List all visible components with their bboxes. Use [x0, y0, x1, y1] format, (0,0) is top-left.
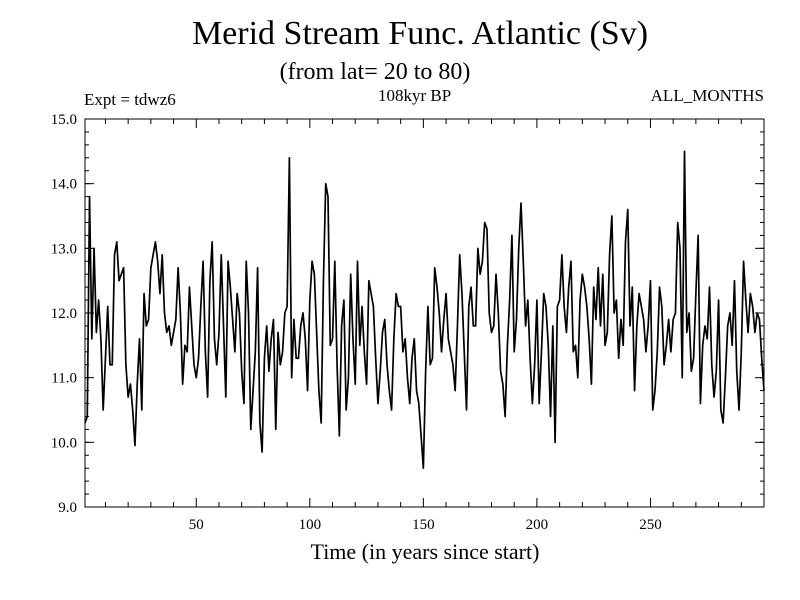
- series-line: [84, 150, 765, 470]
- x-tick-label: 250: [639, 517, 662, 533]
- y-tick-label: 12.0: [51, 306, 77, 322]
- y-tick-label: 14.0: [51, 177, 77, 193]
- months-label: ALL_MONTHS: [650, 86, 764, 105]
- y-tick-label: 13.0: [51, 241, 77, 257]
- y-tick-label: 10.0: [51, 435, 77, 451]
- y-tick-label: 11.0: [51, 371, 77, 387]
- x-tick-label: 100: [299, 517, 322, 533]
- experiment-label: Expt = tdwz6: [84, 90, 176, 109]
- y-tick-label: 9.0: [58, 500, 77, 516]
- x-tick-label: 200: [526, 517, 549, 533]
- x-axis-label: Time (in years since start): [310, 539, 540, 564]
- x-tick-label: 50: [189, 517, 204, 533]
- period-label: 108kyr BP: [378, 86, 452, 105]
- chart-title: Merid Stream Func. Atlantic (Sv): [191, 15, 649, 52]
- x-tick-label: 150: [412, 517, 435, 533]
- y-tick-label: 15.0: [51, 112, 77, 128]
- chart-subtitle: (from lat= 20 to 80): [279, 59, 471, 85]
